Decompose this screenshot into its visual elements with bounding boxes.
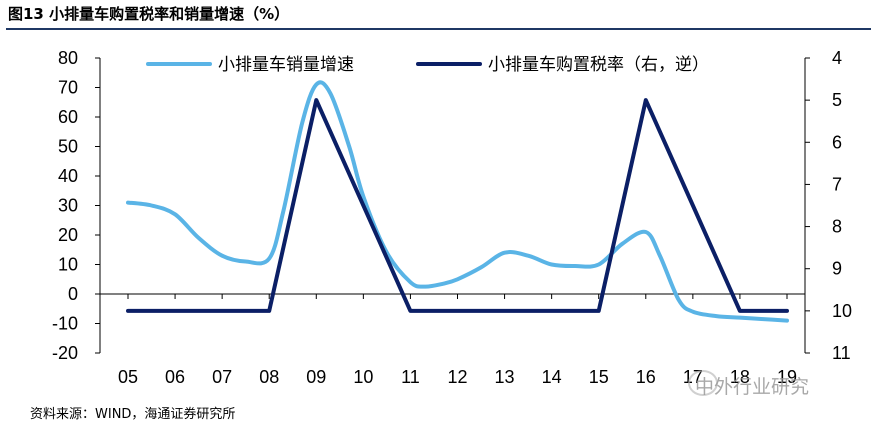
left-tick-label: 50 [58,137,78,157]
x-tick-label: 06 [165,367,185,387]
x-tick-label: 11 [401,367,420,387]
x-tick-label: 07 [212,367,232,387]
chart-axes: 80 70 60 50 40 30 20 10 0 -10 -20 4 5 6 7 8 9 10 11 05 06 07 0… [52,48,852,387]
x-tick-label: 09 [306,367,326,387]
left-tick-label: -20 [52,343,78,363]
left-tick-label: 70 [58,78,78,98]
left-tick-label: -10 [52,314,78,334]
left-tick-label: 10 [58,255,78,275]
right-tick-label: 6 [832,132,842,152]
legend-sales-growth-label: 小排量车销量增速 [218,55,354,75]
right-tick-label: 10 [832,301,852,321]
legend: 小排量车销量增速 小排量车购置税率（右，逆） [146,55,709,75]
left-tick-label: 30 [58,196,78,216]
watermark: 中外行业研究 [695,376,810,398]
plot-area [126,80,789,323]
x-tick-label: 16 [636,367,656,387]
x-tick-label: 18 [730,367,750,387]
left-tick-label: 0 [68,284,78,304]
left-tick-label: 40 [58,166,78,186]
title-underline [6,28,871,30]
left-tick-label: 80 [58,48,78,68]
x-tick-label: 12 [447,367,467,387]
x-tick-label: 10 [353,367,373,387]
right-tick-label: 8 [832,217,842,237]
wechat-icon [688,370,718,396]
right-tick-label: 4 [832,48,842,68]
x-tick-label: 14 [542,367,562,387]
source-note: 资料来源：WIND，海通证券研究所 [30,407,236,422]
x-tick-label: 05 [118,367,138,387]
x-tick-label: 19 [777,367,797,387]
x-tick-label: 08 [259,367,279,387]
right-tick-label: 7 [832,174,842,194]
right-tick-label: 11 [832,343,851,363]
legend-tax-rate-label: 小排量车购置税率（右，逆） [488,55,709,75]
x-tick-label: 15 [589,367,609,387]
line-chart: 80 70 60 50 40 30 20 10 0 -10 -20 4 5 6 7 8 9 10 11 05 06 07 0… [52,48,852,387]
x-tick-label: 13 [495,367,515,387]
right-tick-label: 5 [832,90,842,110]
left-tick-label: 60 [58,107,78,127]
series-line-tax-rate [126,98,789,313]
chart-title: 图13 小排量车购置税率和销量增速（%） [8,5,290,23]
left-tick-label: 20 [58,225,78,245]
right-tick-label: 9 [832,259,842,279]
series-line-sales-growth [126,80,789,323]
